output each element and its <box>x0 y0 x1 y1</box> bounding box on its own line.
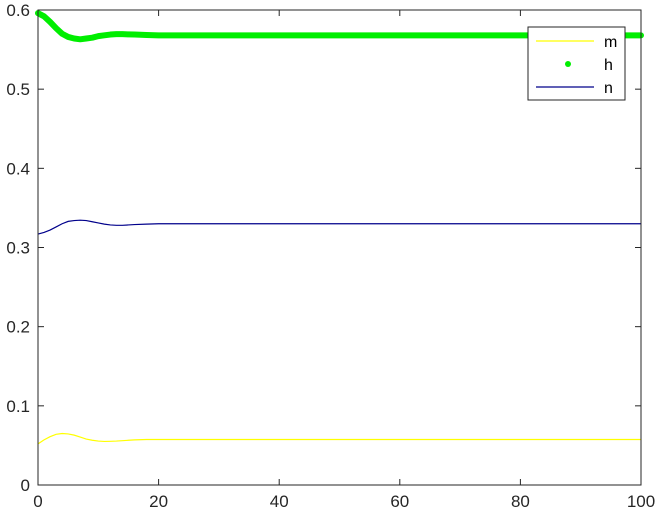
series-m-line <box>37 432 641 445</box>
legend: mhn <box>527 26 626 101</box>
y-tick-label: 0.2 <box>6 318 30 337</box>
x-tick-label: 80 <box>511 492 530 511</box>
legend-marker-h <box>565 61 571 67</box>
y-tick-label: 0.4 <box>6 159 30 178</box>
x-tick-label: 100 <box>627 492 655 511</box>
plot-area <box>35 10 644 445</box>
series-n-line <box>37 219 641 235</box>
axes: 0 20 40 60 80 100 0 0.1 0.2 0.3 0.4 0.5 0.6 <box>6 1 655 511</box>
x-tick-label: 40 <box>270 492 289 511</box>
legend-label-m: m <box>604 34 617 51</box>
y-tick-label: 0.6 <box>6 1 30 20</box>
series-h-line <box>35 10 644 43</box>
x-tick-label: 0 <box>33 492 42 511</box>
y-tick-label: 0 <box>21 476 30 495</box>
x-tick-label: 20 <box>149 492 168 511</box>
legend-label-h: h <box>604 57 613 74</box>
y-tick-label: 0.5 <box>6 80 30 99</box>
legend-label-n: n <box>604 80 613 97</box>
legend-box <box>527 26 626 101</box>
y-tick-label: 0.3 <box>6 239 30 258</box>
x-tick-label: 60 <box>390 492 409 511</box>
y-tick-label: 0.1 <box>6 397 30 416</box>
